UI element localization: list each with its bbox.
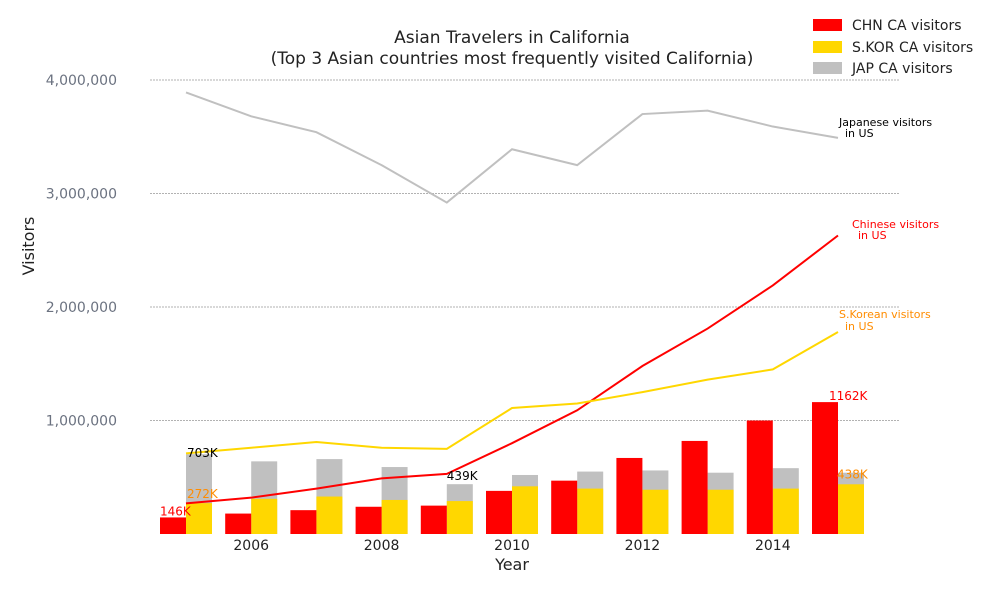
bar-skor	[381, 499, 408, 534]
bar-skor	[577, 488, 604, 534]
x-tick-label: 2014	[755, 538, 791, 554]
legend-swatch-chn	[813, 19, 842, 31]
bar-chn	[290, 510, 317, 534]
x-tick-label: 2012	[625, 538, 661, 554]
line-series-2	[185, 331, 839, 455]
y-tick-label: 1,000,000	[46, 414, 117, 430]
y-axis-title: Visitors	[19, 217, 38, 276]
bar-chn	[355, 506, 382, 534]
data-label: 272K	[187, 487, 219, 501]
data-label: 1162K	[829, 389, 869, 403]
x-tick-label: 2006	[233, 538, 269, 554]
x-tick-label: 2010	[494, 538, 530, 554]
annotation-korean-line2: in US	[845, 320, 874, 333]
bar-skor	[316, 496, 343, 534]
annotation-japanese-line2: in US	[845, 127, 874, 140]
y-tick-label: 2,000,000	[46, 300, 117, 316]
bar-chn	[551, 480, 578, 534]
bar-chn	[486, 490, 512, 534]
chart-title: Asian Travelers in California	[394, 28, 630, 48]
data-label: 439K	[447, 469, 479, 483]
data-label: 146K	[160, 504, 192, 518]
line-series-0	[185, 91, 839, 204]
bar-chn	[681, 440, 708, 534]
legend-label-skor: S.KOR CA visitors	[852, 40, 973, 56]
legend-swatch-jap	[813, 62, 842, 74]
data-label: 703K	[187, 446, 219, 460]
y-tick-label: 4,000,000	[46, 73, 117, 89]
annotation-chinese-line1: Chinese visitors	[852, 218, 939, 231]
bar-skor	[512, 486, 538, 534]
ticks: 1,000,000 2,000,000 3,000,000 4,000,000 2006…	[46, 73, 791, 554]
bar-skor	[186, 503, 212, 534]
y-tick-label: 3,000,000	[46, 187, 117, 203]
bar-chn	[160, 517, 186, 534]
x-axis-title: Year	[494, 555, 529, 574]
bar-skor	[251, 498, 278, 534]
data-label: 438K	[837, 467, 869, 481]
bar-chn	[420, 505, 447, 534]
gridlines	[150, 79, 900, 421]
legend: CHN CA visitors S.KOR CA visitors JAP CA…	[813, 18, 973, 77]
legend-swatch-skor	[813, 41, 842, 53]
bar-skor	[707, 489, 734, 534]
lines	[185, 91, 839, 505]
bar-chn	[225, 513, 252, 534]
bar-skor	[838, 484, 864, 534]
bar-chn	[746, 420, 773, 534]
bar-skor	[772, 488, 799, 534]
bar-skor	[446, 501, 473, 534]
bars	[160, 402, 864, 534]
annotation-japanese-line1: Japanese visitors	[838, 116, 932, 129]
x-tick-label: 2008	[364, 538, 400, 554]
legend-label-jap: JAP CA visitors	[851, 61, 953, 77]
line-series-1	[185, 234, 839, 505]
data-labels: 146K 272K 703K 439K 1162K 438K	[160, 389, 869, 518]
chart-subtitle: (Top 3 Asian countries most frequently v…	[271, 49, 754, 69]
bar-chn	[812, 402, 838, 534]
legend-label-chn: CHN CA visitors	[852, 18, 962, 34]
bar-skor	[642, 489, 669, 534]
annotation-korean-line1: S.Korean visitors	[839, 308, 931, 321]
bar-chn	[616, 457, 643, 534]
annotation-chinese-line2: in US	[858, 229, 887, 242]
